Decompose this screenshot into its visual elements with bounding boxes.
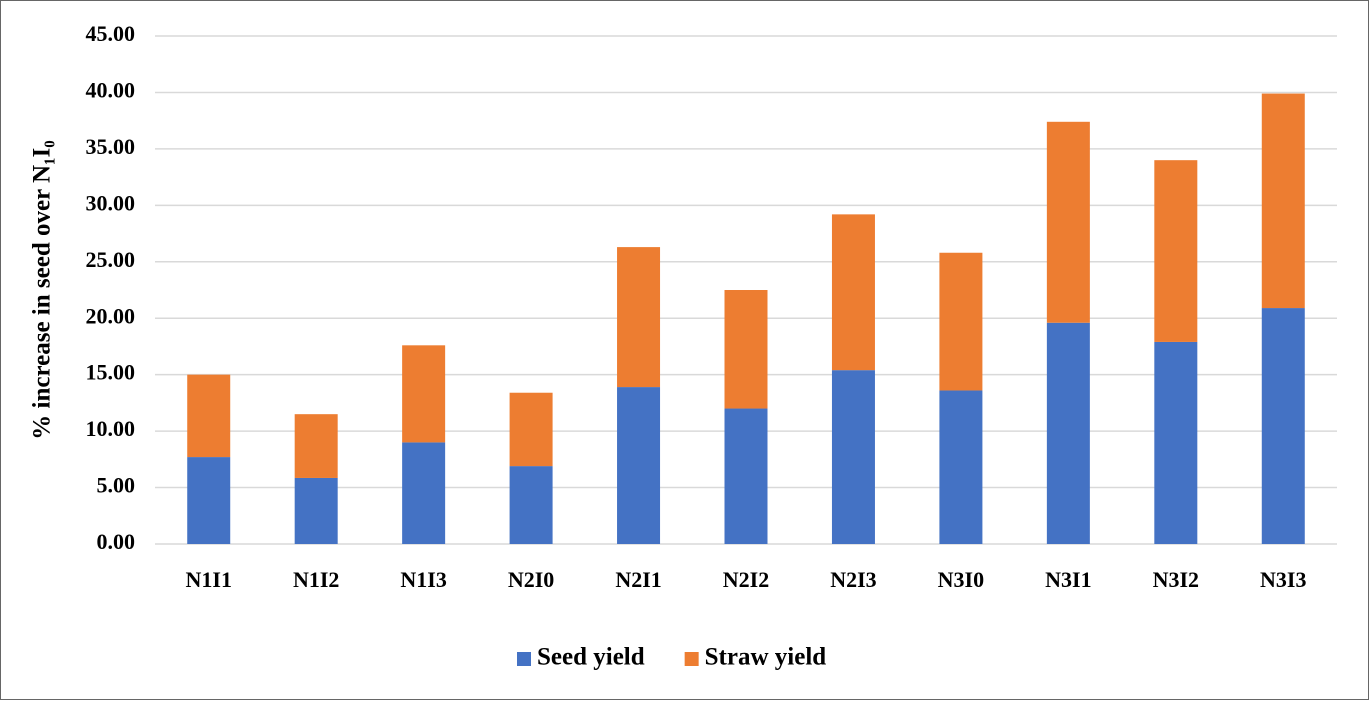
- legend-swatch: [684, 652, 699, 666]
- bar-segment: [831, 370, 875, 544]
- x-tick-label: N3I3: [1260, 567, 1306, 592]
- bar-segment: [1046, 121, 1090, 323]
- bar-segment: [617, 247, 661, 388]
- bar-segment: [939, 252, 983, 391]
- y-tick-label: 0.00: [97, 529, 136, 554]
- y-tick-label: 20.00: [86, 303, 136, 328]
- x-tick-label: N2I2: [723, 567, 769, 592]
- legend-swatch: [517, 652, 531, 666]
- x-tick-label: N2I1: [615, 567, 661, 592]
- x-tick-label: N1I2: [293, 567, 339, 592]
- bar-segment: [509, 392, 553, 467]
- bar-segment: [187, 374, 231, 458]
- y-tick-label: 45.00: [86, 21, 136, 46]
- x-tick-label: N2I3: [830, 567, 876, 592]
- bar-segment: [1046, 322, 1090, 544]
- x-tick-label: N3I1: [1045, 567, 1091, 592]
- y-axis-label: % increase in seed over N₁I₀: [29, 140, 56, 439]
- x-tick-label: N3I2: [1153, 567, 1199, 592]
- bar-segment: [724, 408, 768, 544]
- y-tick-label: 35.00: [86, 134, 136, 159]
- y-tick-label: 40.00: [86, 77, 136, 102]
- legend-label: Straw yield: [705, 644, 827, 671]
- bar-segment: [939, 390, 983, 544]
- y-tick-label: 10.00: [86, 416, 136, 441]
- bar-segment: [509, 466, 553, 544]
- bar-segment: [1154, 341, 1198, 544]
- bar-segment: [724, 290, 768, 409]
- x-tick-label: N1I1: [186, 567, 232, 592]
- x-tick-label: N3I0: [938, 567, 984, 592]
- bar-segment: [402, 345, 446, 443]
- y-tick-label: 30.00: [86, 190, 136, 215]
- y-tick-label: 5.00: [97, 473, 136, 498]
- legend-label: Seed yield: [537, 644, 645, 671]
- bar-segment: [1154, 160, 1198, 342]
- y-tick-label: 25.00: [86, 247, 136, 272]
- bar-segment: [1261, 308, 1305, 544]
- bar-segment: [294, 477, 338, 544]
- bar-segment: [187, 457, 231, 544]
- bar-segment: [294, 414, 338, 478]
- y-tick-label: 15.00: [86, 360, 136, 385]
- x-tick-label: N1I3: [400, 567, 446, 592]
- bar-segment: [1261, 93, 1305, 309]
- bar-segment: [402, 442, 446, 544]
- bar-segment: [831, 214, 875, 371]
- bar-segment: [617, 387, 661, 544]
- x-tick-label: N2I0: [508, 567, 554, 592]
